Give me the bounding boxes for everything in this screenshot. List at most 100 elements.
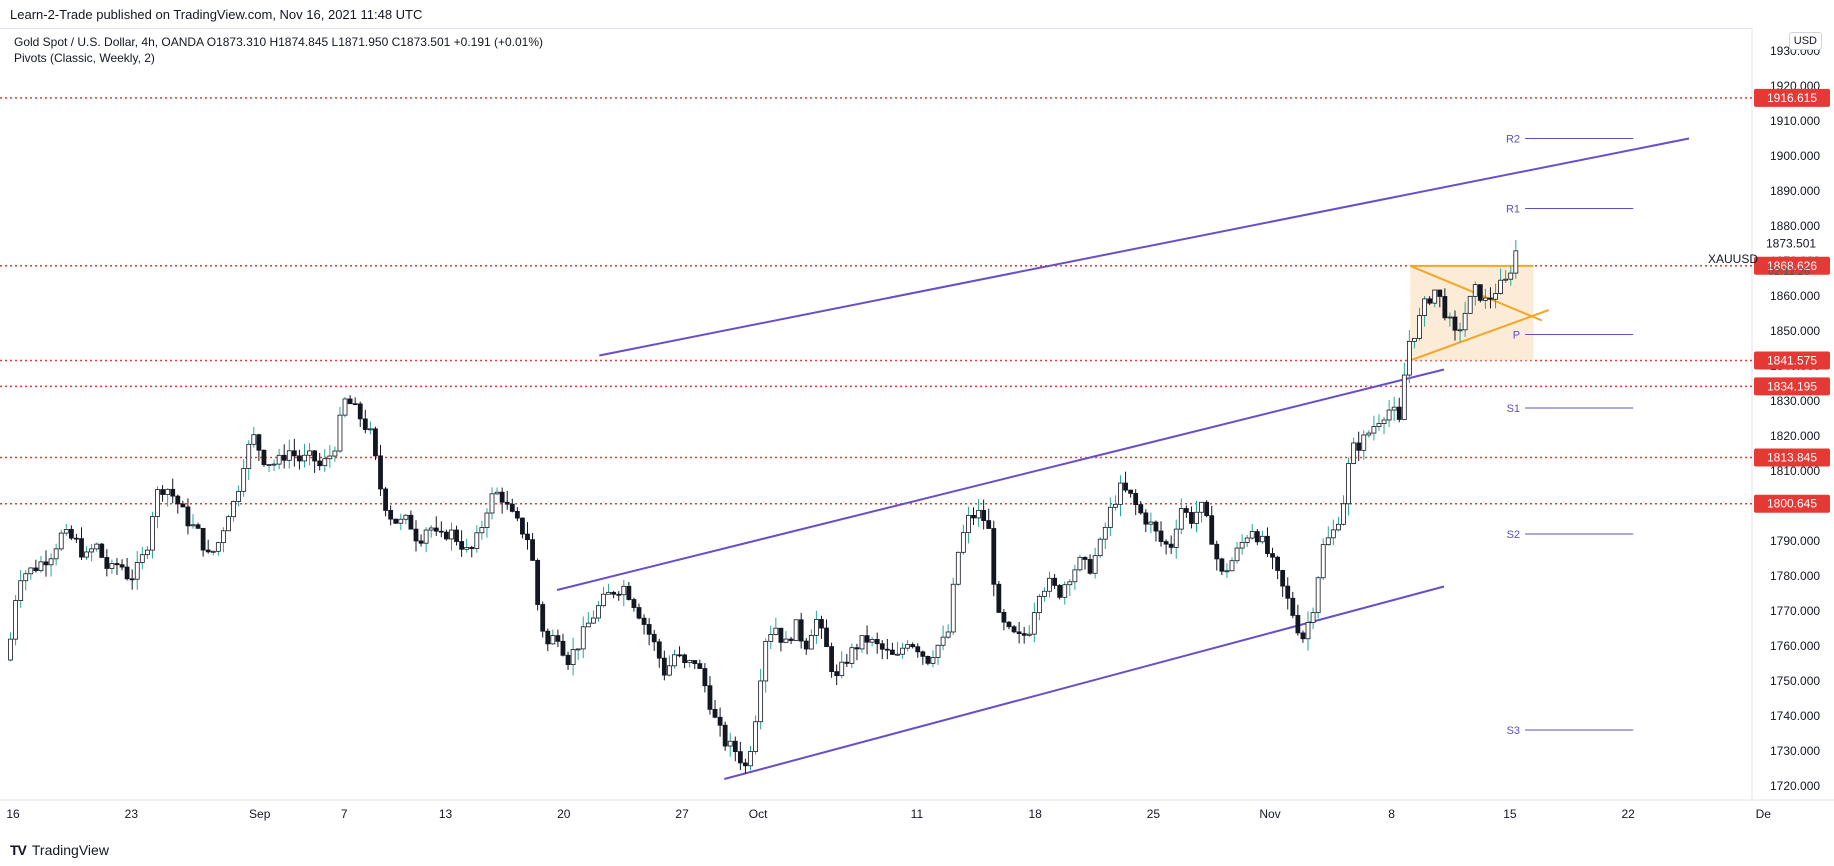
- candle-body[interactable]: [940, 636, 946, 646]
- candle-body[interactable]: [1280, 570, 1286, 587]
- candle-body[interactable]: [150, 516, 155, 551]
- candle-body[interactable]: [545, 630, 551, 645]
- candle-body[interactable]: [337, 414, 343, 452]
- candle-body[interactable]: [1391, 406, 1397, 411]
- candle-body[interactable]: [367, 428, 373, 431]
- candle-body[interactable]: [246, 443, 252, 469]
- candle-body[interactable]: [890, 649, 895, 655]
- candle-body[interactable]: [1026, 633, 1032, 636]
- candle-body[interactable]: [119, 564, 125, 568]
- candle-body[interactable]: [1513, 250, 1519, 274]
- candle-body[interactable]: [109, 563, 115, 569]
- candle-body[interactable]: [570, 649, 576, 665]
- candle-body[interactable]: [68, 528, 74, 539]
- candle-body[interactable]: [489, 493, 495, 514]
- candle-body[interactable]: [1452, 316, 1458, 331]
- trend-channel-line[interactable]: [599, 137, 1690, 357]
- candle-body[interactable]: [1366, 432, 1372, 436]
- price-axis-panel[interactable]: [1752, 28, 1834, 800]
- candle-body[interactable]: [1077, 556, 1083, 571]
- candle-body[interactable]: [722, 724, 728, 747]
- candle-body[interactable]: [317, 460, 323, 467]
- candle-body[interactable]: [1199, 501, 1204, 513]
- candle-body[interactable]: [89, 548, 95, 553]
- candle-body[interactable]: [991, 528, 997, 585]
- candle-body[interactable]: [1412, 337, 1417, 342]
- candle-body[interactable]: [1128, 489, 1134, 494]
- candle-body[interactable]: [631, 599, 637, 608]
- candle-body[interactable]: [388, 510, 394, 520]
- candle-body[interactable]: [667, 665, 672, 676]
- candle-body[interactable]: [971, 514, 976, 519]
- trend-channel-line[interactable]: [556, 368, 1445, 591]
- candle-body[interactable]: [398, 518, 404, 524]
- candle-body[interactable]: [139, 554, 145, 563]
- candle-body[interactable]: [104, 557, 110, 569]
- candle-body[interactable]: [960, 532, 966, 553]
- candle-body[interactable]: [1234, 547, 1240, 562]
- candle-body[interactable]: [996, 583, 1002, 613]
- candle-body[interactable]: [575, 648, 581, 651]
- candle-body[interactable]: [915, 646, 921, 653]
- candle-body[interactable]: [99, 543, 105, 558]
- candle-body[interactable]: [535, 560, 541, 605]
- candle-body[interactable]: [1143, 512, 1149, 525]
- candle-body[interactable]: [1082, 556, 1088, 560]
- candle-body[interactable]: [8, 638, 13, 661]
- candle-body[interactable]: [33, 567, 39, 572]
- candle-body[interactable]: [1123, 482, 1128, 491]
- candle-body[interactable]: [1498, 279, 1504, 294]
- candle-body[interactable]: [935, 644, 941, 658]
- candle-body[interactable]: [1183, 508, 1189, 513]
- candle-body[interactable]: [509, 503, 515, 512]
- candle-body[interactable]: [687, 660, 693, 664]
- candle-body[interactable]: [1021, 633, 1027, 636]
- candle-body[interactable]: [373, 428, 378, 457]
- candle-body[interactable]: [1427, 298, 1433, 304]
- candle-body[interactable]: [1432, 289, 1438, 304]
- candle-body[interactable]: [540, 604, 546, 632]
- candle-body[interactable]: [1508, 272, 1514, 280]
- candle-body[interactable]: [1001, 611, 1007, 623]
- candle-body[interactable]: [550, 635, 556, 645]
- candle-body[interactable]: [403, 514, 409, 520]
- candle-body[interactable]: [1062, 584, 1068, 598]
- candle-body[interactable]: [656, 641, 662, 659]
- candle-body[interactable]: [297, 455, 302, 462]
- candle-body[interactable]: [1285, 585, 1291, 599]
- candle-body[interactable]: [1330, 529, 1336, 539]
- candle-body[interactable]: [879, 643, 885, 650]
- candle-body[interactable]: [48, 558, 54, 566]
- candle-body[interactable]: [1346, 463, 1351, 505]
- candle-body[interactable]: [1442, 296, 1448, 319]
- candle-body[interactable]: [1168, 543, 1174, 548]
- candle-body[interactable]: [626, 585, 632, 600]
- indicator-legend[interactable]: Pivots (Classic, Weekly, 2): [14, 51, 155, 65]
- candle-body[interactable]: [950, 583, 956, 633]
- candle-body[interactable]: [383, 488, 388, 511]
- candle-body[interactable]: [585, 622, 591, 628]
- candle-body[interactable]: [737, 751, 743, 764]
- candle-body[interactable]: [565, 654, 571, 665]
- candle-body[interactable]: [697, 663, 703, 669]
- candle-body[interactable]: [986, 520, 992, 529]
- candle-body[interactable]: [1102, 527, 1108, 540]
- candle-body[interactable]: [646, 624, 652, 635]
- candle-body[interactable]: [1067, 581, 1073, 586]
- candle-body[interactable]: [682, 654, 688, 664]
- candle-body[interactable]: [352, 403, 358, 406]
- candle-body[interactable]: [474, 532, 480, 549]
- candle-body[interactable]: [1401, 374, 1407, 420]
- candle-body[interactable]: [1097, 538, 1103, 557]
- candle-body[interactable]: [930, 657, 936, 664]
- candle-body[interactable]: [1462, 312, 1468, 331]
- candle-body[interactable]: [1341, 503, 1346, 525]
- candle-body[interactable]: [444, 531, 449, 540]
- candle-body[interactable]: [271, 463, 277, 466]
- candle-body[interactable]: [621, 585, 627, 596]
- candle-body[interactable]: [606, 591, 611, 595]
- candle-body[interactable]: [884, 648, 890, 651]
- candle-body[interactable]: [1229, 560, 1235, 572]
- candle-body[interactable]: [778, 627, 784, 643]
